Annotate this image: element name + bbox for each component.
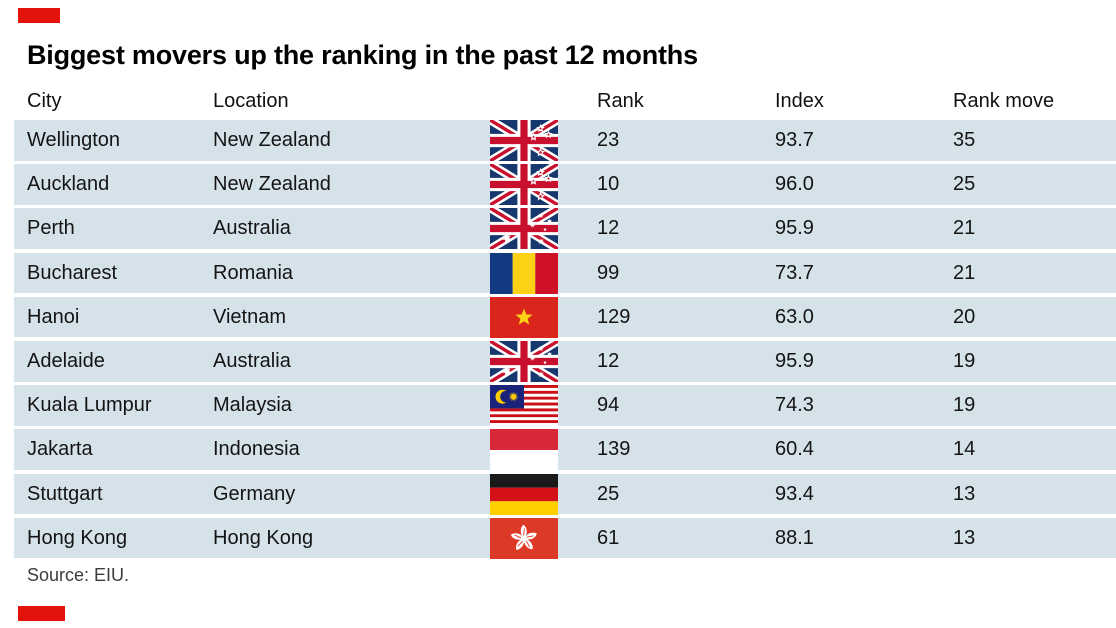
location-cell: Australia bbox=[213, 349, 291, 372]
rank-cell: 23 bbox=[597, 129, 620, 151]
rank-move-cell: 35 bbox=[953, 129, 976, 151]
malaysia-flag-icon bbox=[490, 385, 558, 427]
hong-kong-flag-icon bbox=[490, 517, 558, 559]
index-cell: 63.0 bbox=[775, 305, 814, 328]
rank-move-cell: 21 bbox=[953, 261, 976, 284]
brand-mark-top bbox=[18, 8, 60, 23]
rank-move-cell: 25 bbox=[953, 173, 976, 196]
rank-move-cell: 13 bbox=[953, 526, 976, 549]
location-cell: Australia bbox=[213, 217, 291, 240]
table-header: City Location Rank Index Rank move bbox=[14, 86, 1116, 116]
city-cell: Wellington bbox=[27, 129, 121, 151]
city-cell: Hong Kong bbox=[27, 526, 128, 549]
australia-flag-icon bbox=[490, 208, 558, 250]
city-cell: Adelaide bbox=[27, 349, 105, 372]
location-cell: Indonesia bbox=[213, 438, 300, 461]
rank-cell: 129 bbox=[597, 305, 631, 328]
city-cell: Stuttgart bbox=[27, 482, 103, 505]
index-cell: 73.7 bbox=[775, 261, 814, 284]
indonesia-flag-icon bbox=[490, 429, 558, 471]
column-header-location: Location bbox=[213, 90, 289, 112]
column-header-flag bbox=[490, 86, 558, 116]
table-row: Kuala Lumpur Malaysia 94 74.3 19 bbox=[14, 385, 1116, 427]
location-cell: Hong Kong bbox=[213, 526, 314, 549]
index-cell: 93.4 bbox=[775, 482, 814, 505]
city-cell: Perth bbox=[27, 217, 75, 240]
location-cell: Romania bbox=[213, 261, 294, 284]
index-cell: 88.1 bbox=[775, 526, 814, 549]
table-row: Hong Kong Hong Kong 61 88.1 13 bbox=[14, 517, 1116, 559]
location-cell: Germany bbox=[213, 482, 296, 505]
romania-flag-icon bbox=[490, 252, 558, 294]
rank-cell: 99 bbox=[597, 261, 620, 284]
table-row: Perth Australia 12 95.9 21 bbox=[14, 208, 1116, 250]
new-zealand-flag-icon bbox=[490, 164, 558, 206]
rank-cell: 12 bbox=[597, 217, 620, 240]
column-header-rank-move: Rank move bbox=[953, 90, 1055, 112]
location-cell: New Zealand bbox=[213, 173, 331, 196]
location-cell: Vietnam bbox=[213, 305, 287, 328]
rank-move-cell: 13 bbox=[953, 482, 976, 505]
australia-flag-icon bbox=[490, 340, 558, 382]
rank-move-cell: 21 bbox=[953, 217, 976, 240]
index-cell: 74.3 bbox=[775, 394, 814, 417]
location-cell: Malaysia bbox=[213, 394, 292, 417]
rank-cell: 25 bbox=[597, 482, 620, 505]
table-row: Bucharest Romania 99 73.7 21 bbox=[14, 252, 1116, 294]
location-cell: New Zealand bbox=[213, 129, 331, 151]
rank-cell: 94 bbox=[597, 394, 620, 417]
rank-cell: 12 bbox=[597, 349, 620, 372]
column-header-rank: Rank bbox=[597, 90, 644, 112]
table-row: Hanoi Vietnam 129 63.0 20 bbox=[14, 296, 1116, 338]
index-cell: 95.9 bbox=[775, 349, 814, 372]
rank-cell: 139 bbox=[597, 438, 631, 461]
table-body: Wellington New Zealand 23 93.7 35 Auckland New… bbox=[14, 120, 1116, 562]
page-title: Biggest movers up the ranking in the pas… bbox=[27, 40, 698, 70]
brand-mark-bottom bbox=[18, 606, 65, 621]
column-header-index: Index bbox=[775, 90, 824, 112]
city-cell: Auckland bbox=[27, 173, 110, 196]
column-header-city: City bbox=[27, 90, 62, 112]
index-cell: 93.7 bbox=[775, 129, 814, 151]
index-cell: 60.4 bbox=[775, 438, 814, 461]
table-row: Auckland New Zealand 10 96.0 25 bbox=[14, 164, 1116, 206]
rank-move-cell: 19 bbox=[953, 394, 976, 417]
rank-move-cell: 19 bbox=[953, 349, 976, 372]
index-cell: 96.0 bbox=[775, 173, 814, 196]
vietnam-flag-icon bbox=[490, 296, 558, 338]
city-cell: Jakarta bbox=[27, 438, 93, 461]
city-cell: Hanoi bbox=[27, 305, 80, 328]
rank-cell: 61 bbox=[597, 526, 620, 549]
rank-move-cell: 20 bbox=[953, 305, 976, 328]
table-row: Adelaide Australia 12 95.9 19 bbox=[14, 340, 1116, 382]
city-cell: Bucharest bbox=[27, 261, 118, 284]
table-row: Wellington New Zealand 23 93.7 35 bbox=[14, 120, 1116, 161]
city-cell: Kuala Lumpur bbox=[27, 394, 152, 417]
germany-flag-icon bbox=[490, 473, 558, 515]
rank-move-cell: 14 bbox=[953, 438, 976, 461]
rank-cell: 10 bbox=[597, 173, 620, 196]
source-note: Source: EIU. bbox=[27, 565, 130, 585]
table-row: Stuttgart Germany 25 93.4 13 bbox=[14, 473, 1116, 515]
table-row: Jakarta Indonesia 139 60.4 14 bbox=[14, 429, 1116, 471]
new-zealand-flag-icon bbox=[490, 120, 558, 161]
index-cell: 95.9 bbox=[775, 217, 814, 240]
